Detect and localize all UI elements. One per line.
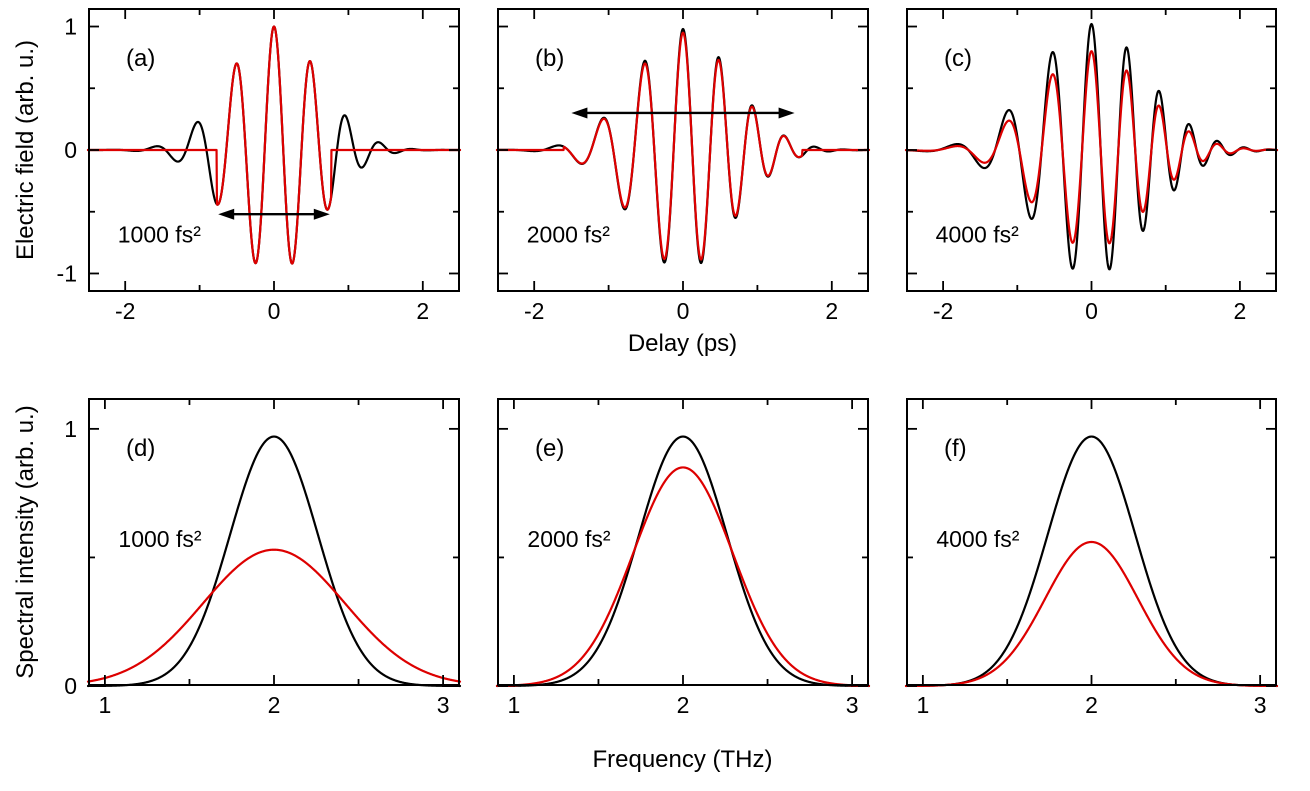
- arrow-head-right-icon: [778, 107, 795, 119]
- y-tick-label: 1: [64, 14, 77, 40]
- arrow-head-left-icon: [571, 107, 588, 119]
- series-spectrum-measured: [904, 540, 1279, 688]
- panel-border: [88, 398, 460, 686]
- panel-border: [497, 8, 869, 292]
- x-tick-label: 1: [508, 692, 521, 718]
- x-tick-label: 2: [1234, 298, 1247, 324]
- panel-label: (a): [126, 45, 155, 72]
- x-tick-label: 2: [1085, 692, 1098, 718]
- y-axis-title-top: Electric field (arb. u.): [12, 39, 39, 261]
- series-spectrum-input: [86, 435, 462, 688]
- panel-f: 1 2 3 (f) 4000 fs²: [904, 398, 1279, 718]
- x-tick-label: -2: [524, 298, 544, 324]
- panel-d: 1 2 301(d)1000 fs²: [64, 398, 462, 718]
- panel-label: (e): [535, 435, 564, 462]
- x-tick-label: 1: [916, 692, 929, 718]
- panel-c: -2 0 2 (c) 4000 fs²: [904, 8, 1279, 324]
- gdd-annotation: 1000 fs²: [118, 526, 201, 552]
- panel-border: [906, 398, 1277, 686]
- x-tick-label: 3: [846, 692, 859, 718]
- gdd-annotation: 2000 fs²: [527, 526, 610, 552]
- gdd-annotation: 4000 fs²: [936, 526, 1019, 552]
- gdd-annotation: 4000 fs²: [936, 222, 1019, 248]
- x-tick-label: 2: [416, 298, 429, 324]
- x-tick-label: -2: [933, 298, 953, 324]
- series-spectrum-input: [904, 435, 1279, 688]
- panel-border: [88, 8, 460, 292]
- y-tick-label: 1: [64, 416, 77, 442]
- panel-e: 1 2 3 (e) 2000 fs²: [495, 398, 871, 718]
- arrow-head-left-icon: [218, 208, 235, 220]
- arrow-head-right-icon: [313, 208, 330, 220]
- x-tick-label: 2: [825, 298, 838, 324]
- x-tick-label: 1: [99, 692, 112, 718]
- x-tick-label: 0: [1085, 298, 1098, 324]
- series-field-measured: [495, 31, 871, 261]
- y-tick-label: -1: [57, 260, 77, 286]
- y-tick-label: 0: [64, 673, 77, 699]
- panel-border: [497, 398, 869, 686]
- x-tick-label: 0: [677, 298, 690, 324]
- x-tick-label: 2: [268, 692, 281, 718]
- x-axis-title-bottom: Frequency (THz): [592, 746, 773, 773]
- gdd-annotation: 1000 fs²: [118, 222, 201, 248]
- x-tick-label: 0: [268, 298, 281, 324]
- panel-b: -2 0 2 (b) 2000 fs²: [495, 8, 871, 324]
- gdd-annotation: 2000 fs²: [527, 222, 610, 248]
- panel-label: (d): [126, 435, 155, 462]
- panel-a: -2 0 2 -1 0 1 (a) 1000 fs²: [57, 8, 462, 324]
- y-tick-label: 0: [64, 137, 77, 163]
- panel-border: [906, 8, 1277, 292]
- x-tick-label: 3: [437, 692, 450, 718]
- series-field-measured: [86, 25, 462, 265]
- y-axis-title-bottom: Spectral intensity (arb. u.): [12, 405, 39, 679]
- panel-label: (c): [944, 45, 972, 72]
- series-spectrum-input: [495, 435, 871, 688]
- x-tick-label: -2: [115, 298, 135, 324]
- panel-label: (f): [944, 435, 967, 462]
- series-field-measured: [904, 50, 1279, 245]
- x-tick-label: 3: [1254, 692, 1267, 718]
- x-axis-title-top: Delay (ps): [627, 330, 738, 357]
- x-tick-label: 2: [677, 692, 690, 718]
- series-spectrum-measured: [495, 466, 871, 687]
- panel-label: (b): [535, 45, 564, 72]
- series-spectrum-measured: [86, 548, 462, 683]
